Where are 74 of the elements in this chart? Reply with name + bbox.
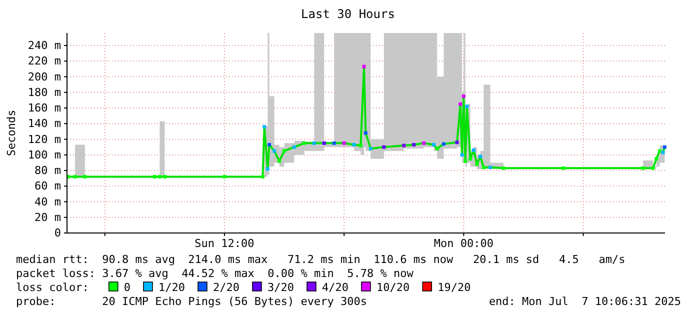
y-axis-title: Seconds [5,110,18,156]
point [435,146,439,150]
legend-title: loss color: [16,281,89,294]
point [222,175,226,178]
x-tick-label: Mon 00:00 [434,236,494,250]
point [260,175,264,178]
text: packet loss: 3.67 % avg 44.52 % max 0.00 % min 5.78 % now [16,267,414,280]
y-tick-label: 180 m [28,86,62,99]
point [464,159,468,163]
legend-label: 1/20 [158,281,185,294]
point [562,166,566,170]
y-tick-label: 240 m [28,39,62,52]
point [412,142,416,146]
point [641,166,645,170]
point [83,175,87,178]
point [268,142,272,146]
point [432,142,436,146]
point [272,149,276,153]
legend-label: 3/20 [267,281,294,294]
point [502,166,506,170]
point [162,175,166,178]
legend-label: 0 [124,281,130,294]
y-tick-label: 60 m [34,180,62,193]
point [662,145,666,149]
y-tick-label: 120 m [28,132,62,146]
text: median rtt: 90.8 ms avg 214.0 ms max 71.2 ms min 110.6 ms now 20.1 ms sd 4.5 am/s [16,253,626,266]
point [352,142,356,146]
point [455,140,459,144]
point [322,141,326,145]
point [282,149,286,153]
point [651,166,655,170]
point [488,166,492,170]
point [266,167,270,171]
point [382,145,386,149]
point [73,175,77,178]
point [475,162,479,166]
y-tick-label: 140 m [28,117,62,130]
y-tick-label: 200 m [28,70,62,84]
point [312,141,316,145]
point [482,166,486,170]
point [442,142,446,146]
point [422,141,426,145]
y-tick-label: 100 m [28,148,62,162]
legend-label: 2/20 [212,281,240,294]
point [332,141,336,145]
y-tick-label: 40 m [34,195,62,208]
y-tick-label: 160 m [28,102,62,115]
point [478,154,482,158]
point [468,157,472,161]
y-tick-label: 20 m [34,210,62,224]
point [658,149,662,153]
point [342,141,346,145]
point [368,146,372,150]
point [302,141,306,145]
point [654,157,658,161]
legend-label: 4/20 [322,281,348,294]
y-tick-label: 80 m [34,164,62,178]
point [262,125,266,128]
legend-label: 10/20 [376,281,410,294]
text: probe: 20 ICMP Echo Pings (56 Bytes) every 300s [16,295,367,308]
y-tick-label: 0 [54,226,61,240]
point [472,148,476,152]
chart-title: Last 30 Hours [301,7,395,21]
point [462,94,466,98]
y-tick-label: 220 m [28,54,62,68]
point [158,175,162,178]
point [152,175,156,178]
line-series [67,66,666,178]
x-tick-label: Sun 12:00 [194,236,254,250]
point [458,102,462,106]
text: end: Mon Jul 7 10:06:31 2025 [488,295,681,308]
point [278,159,282,163]
legend-label: 19/20 [438,281,471,294]
point [292,145,296,149]
